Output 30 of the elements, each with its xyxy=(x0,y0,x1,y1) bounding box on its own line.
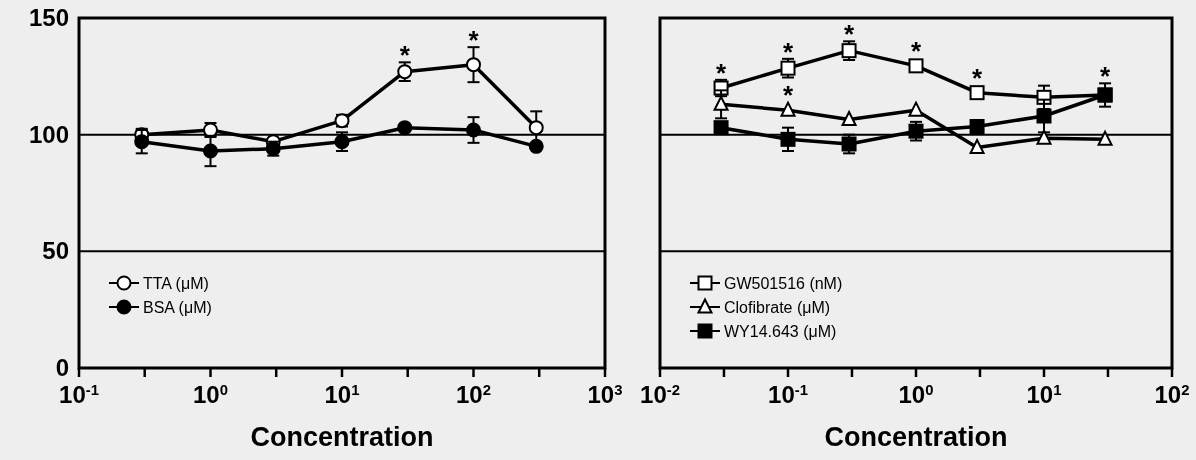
legend-label: WY14.643 (μM) xyxy=(724,323,837,340)
annotation: * xyxy=(910,35,922,66)
y-tick-label: 50 xyxy=(42,237,69,265)
legend-label: TTA (μM) xyxy=(143,275,209,292)
y-tick-label: 150 xyxy=(28,4,69,31)
x-tick-label: 10$^{1}$ xyxy=(324,381,360,408)
x-tick-label: 10$^{1}$ xyxy=(1026,381,1062,408)
x-tick-label: 10$^{0}$ xyxy=(898,381,934,408)
legend-label: BSA (μM) xyxy=(143,299,212,316)
annotation: * xyxy=(716,57,728,88)
x-tick-label: 10$^{-1}$ xyxy=(59,381,99,408)
y-tick-label: 100 xyxy=(28,120,69,148)
x-axis-title: Concentration xyxy=(824,422,1008,452)
annotation: * xyxy=(782,36,794,67)
annotation: * xyxy=(399,40,411,71)
annotation: * xyxy=(972,62,984,93)
x-tick-label: 10$^{2}$ xyxy=(456,381,491,408)
x-tick-label: 10$^{2}$ xyxy=(1154,381,1190,408)
annotation: * xyxy=(782,80,794,111)
annotation: * xyxy=(844,19,856,50)
y-tick-label: 0 xyxy=(55,354,69,381)
x-tick-label: 10$^{3}$ xyxy=(587,381,623,408)
legend-label: GW501516 (nM) xyxy=(724,275,843,292)
x-axis-title: Concentration xyxy=(250,422,434,452)
annotation: * xyxy=(1100,61,1112,92)
x-tick-label: 10$^{0}$ xyxy=(193,381,228,408)
x-tick-label: 10$^{-1}$ xyxy=(768,381,808,408)
annotation: * xyxy=(468,25,480,56)
legend-label: Clofibrate (μM) xyxy=(724,299,831,316)
x-tick-label: 10$^{-2}$ xyxy=(640,381,680,408)
